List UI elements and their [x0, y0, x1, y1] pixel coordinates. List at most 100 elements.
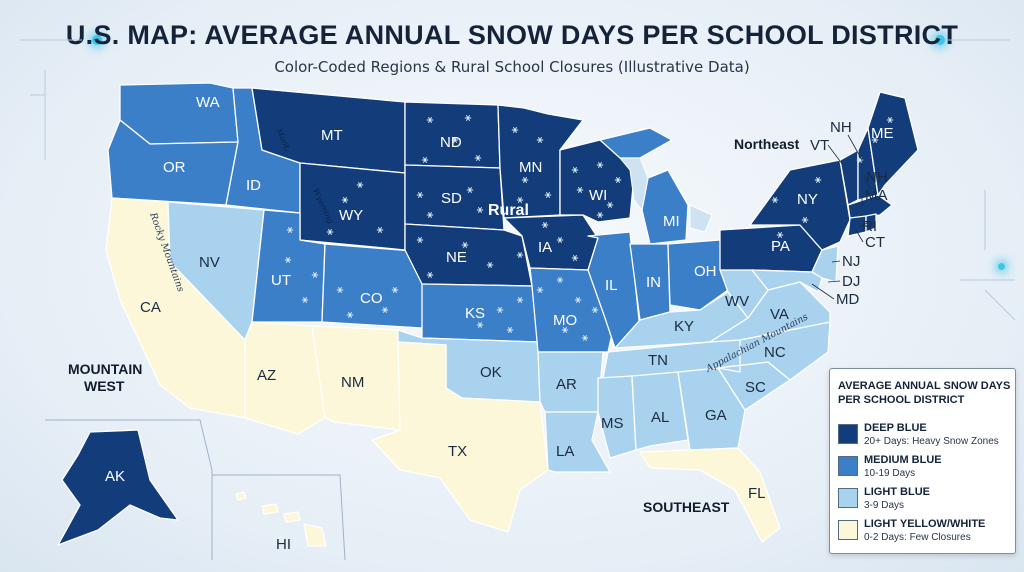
state-shape-al — [631, 371, 689, 451]
state-shape-ne — [404, 223, 533, 287]
state-shape-ri — [865, 213, 877, 233]
label-pa: PA — [771, 238, 790, 255]
glow-dot-side — [998, 263, 1005, 270]
legend-item-pale: LIGHT YELLOW/WHITE 0-2 Days: Few Closure… — [838, 517, 1013, 549]
legend: AVERAGE ANNUAL SNOW DAYS PER SCHOOL DIST… — [829, 368, 1016, 554]
state-shape-hi-3 — [283, 511, 301, 523]
label-wi: WI — [589, 187, 607, 204]
state-shape-tx — [371, 341, 549, 533]
label-ny: NY — [797, 191, 818, 208]
label-ky: KY — [674, 318, 694, 335]
label-me: ME — [871, 125, 894, 142]
legend-desc: 20+ Days: Heavy Snow Zones — [864, 436, 999, 447]
legend-item-deep: DEEP BLUE 20+ Days: Heavy Snow Zones — [838, 421, 1013, 453]
label-ok: OK — [480, 364, 502, 381]
legend-label: MEDIUM BLUE — [864, 454, 942, 466]
label-md: MD — [836, 291, 859, 308]
state-shape-nj — [811, 245, 839, 283]
label-vt: VT — [810, 137, 829, 154]
great-lakes — [618, 157, 713, 233]
label-wy: WY — [339, 207, 363, 224]
label-hi: HI — [276, 536, 291, 553]
state-shape-nm — [311, 325, 401, 431]
map-title: U.S. MAP: AVERAGE ANNUAL SNOW DAYS PER S… — [65, 20, 959, 50]
legend-desc: 3-9 Days — [864, 500, 905, 511]
legend-item-medium: MEDIUM BLUE 10-19 Days — [838, 453, 1013, 485]
legend-title: AVERAGE ANNUAL SNOW DAYS PER SCHOOL DIST… — [838, 379, 1015, 407]
state-shape-mi — [641, 169, 689, 245]
label-tn: TN — [648, 352, 668, 369]
label-dj: DJ — [842, 273, 860, 290]
label-in: IN — [646, 274, 661, 291]
label-ri: RI — [862, 218, 877, 235]
state-shape-oh — [667, 239, 729, 311]
label-mo: MO — [553, 312, 577, 329]
state-shape-ms — [597, 375, 637, 459]
label-il: IL — [605, 277, 618, 294]
label-ks: KS — [465, 305, 485, 322]
label-ne: NE — [446, 249, 467, 266]
decorative-lines — [20, 39, 1016, 321]
state-shape-hi-4 — [303, 523, 327, 547]
leader-lines — [811, 134, 871, 300]
state-shape-fl — [639, 447, 781, 543]
state-shape-ak — [57, 429, 179, 546]
label-nm: NM — [341, 374, 364, 391]
label-va: VA — [770, 306, 789, 323]
label-sd: SD — [441, 190, 462, 207]
label-az: AZ — [257, 367, 276, 384]
label-ak: AK — [105, 468, 125, 485]
state-labels: WA OR CA ID NV MT WY UT CO AZ NM ND SD N… — [105, 94, 818, 502]
label-mi: MI — [663, 213, 680, 230]
label-ia: IA — [538, 239, 552, 256]
legend-label: DEEP BLUE — [864, 422, 927, 434]
label-ga: GA — [705, 407, 727, 424]
label-mt: MT — [321, 127, 343, 144]
label-la: LA — [556, 443, 574, 460]
legend-swatch — [838, 520, 858, 540]
state-shape-mi-up — [599, 127, 673, 159]
label-ms: MS — [601, 415, 624, 432]
region-northeast: Northeast — [734, 136, 800, 152]
state-shape-nc — [717, 321, 831, 381]
legend-desc: 10-19 Days — [864, 468, 916, 479]
glow-dot-left — [92, 35, 102, 45]
legend-title-line2: PER SCHOOL DISTRICT — [838, 394, 965, 406]
legend-title-line1: AVERAGE ANNUAL SNOW DAYS — [838, 380, 1011, 392]
label-nc: NC — [764, 344, 786, 361]
state-shape-hi-1 — [235, 491, 247, 501]
region-southeast: SOUTHEAST — [643, 499, 730, 515]
label-id: ID — [246, 177, 261, 194]
label-wa: WA — [196, 94, 220, 111]
legend-item-light: LIGHT BLUE 3-9 Days — [838, 485, 1013, 517]
region-rural: Rural — [488, 202, 529, 219]
label-nh-top: NH — [830, 119, 852, 136]
label-ma: MA — [865, 187, 888, 204]
legend-desc: 0-2 Days: Few Closures — [864, 532, 971, 543]
label-nv: NV — [199, 254, 220, 271]
label-tx: TX — [448, 443, 467, 460]
label-nh: NH — [866, 169, 888, 186]
label-fl: FL — [748, 485, 766, 502]
legend-label: LIGHT BLUE — [864, 486, 930, 498]
region-mountain-west-1: MOUNTAIN — [68, 361, 142, 377]
legend-swatch — [838, 424, 858, 444]
label-ca: CA — [140, 299, 161, 316]
outside-state-labels: VT NH ME NH MA RI CT NJ DJ MD HI — [276, 119, 894, 553]
label-wv: WV — [725, 293, 749, 310]
label-ct: CT — [865, 234, 885, 251]
map-subtitle: Color-Coded Regions & Rural School Closu… — [274, 58, 750, 76]
region-labels: Northeast Rural MOUNTAIN WEST SOUTHEAST — [68, 136, 800, 515]
label-nd: ND — [440, 134, 462, 151]
state-shape-md — [751, 269, 823, 293]
state-shape-ga — [677, 367, 746, 451]
label-or: OR — [163, 159, 186, 176]
label-al: AL — [651, 409, 669, 426]
glow-dot-right — [935, 35, 945, 45]
label-nj: NJ — [842, 253, 860, 270]
legend-label: LIGHT YELLOW/WHITE — [864, 518, 986, 530]
legend-swatch — [838, 488, 858, 508]
legend-swatch — [838, 456, 858, 476]
